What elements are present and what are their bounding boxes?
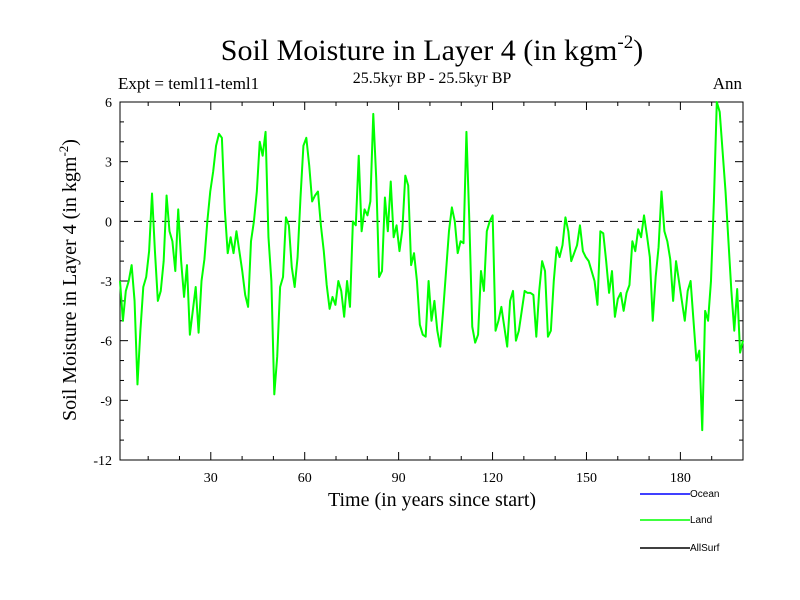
x-tick-label: 150	[576, 471, 597, 486]
experiment-label: Expt = teml11-teml1	[118, 74, 259, 93]
x-axis-label: Time (in years since start)	[328, 489, 536, 511]
y-tick-label: 3	[105, 156, 112, 171]
series-line-land	[119, 101, 744, 432]
y-tick-label: 6	[105, 96, 112, 111]
x-tick-label: 30	[204, 471, 218, 486]
legend: Ocean Land AllSurf	[640, 489, 720, 554]
chart-title: Soil Moisture in Layer 4 (in kgm-2)	[221, 32, 643, 67]
x-tick-label: 120	[482, 471, 503, 486]
axis-tick-labels: -12 -9 -6 -3 0 3 6 30 60 90 120 150 180	[93, 96, 691, 486]
chart-subtitle: 25.5kyr BP - 25.5kyr BP	[353, 70, 512, 87]
x-tick-label: 180	[670, 471, 691, 486]
legend-label-allsurf: AllSurf	[690, 543, 720, 554]
y-tick-label: 0	[105, 215, 112, 230]
y-tick-label: -6	[100, 335, 112, 350]
season-label: Ann	[713, 74, 743, 93]
y-axis-label: Soil Moisture in Layer 4 (in kgm-2)	[56, 139, 81, 421]
plot-frame	[119, 101, 744, 461]
x-tick-label: 90	[392, 471, 406, 486]
x-tick-label: 60	[298, 471, 312, 486]
y-tick-label: -9	[100, 394, 112, 409]
axis-ticks	[120, 101, 743, 461]
legend-label-land: Land	[690, 515, 712, 526]
legend-label-ocean: Ocean	[690, 489, 719, 500]
y-tick-label: -12	[93, 454, 112, 469]
y-tick-label: -3	[100, 275, 112, 290]
